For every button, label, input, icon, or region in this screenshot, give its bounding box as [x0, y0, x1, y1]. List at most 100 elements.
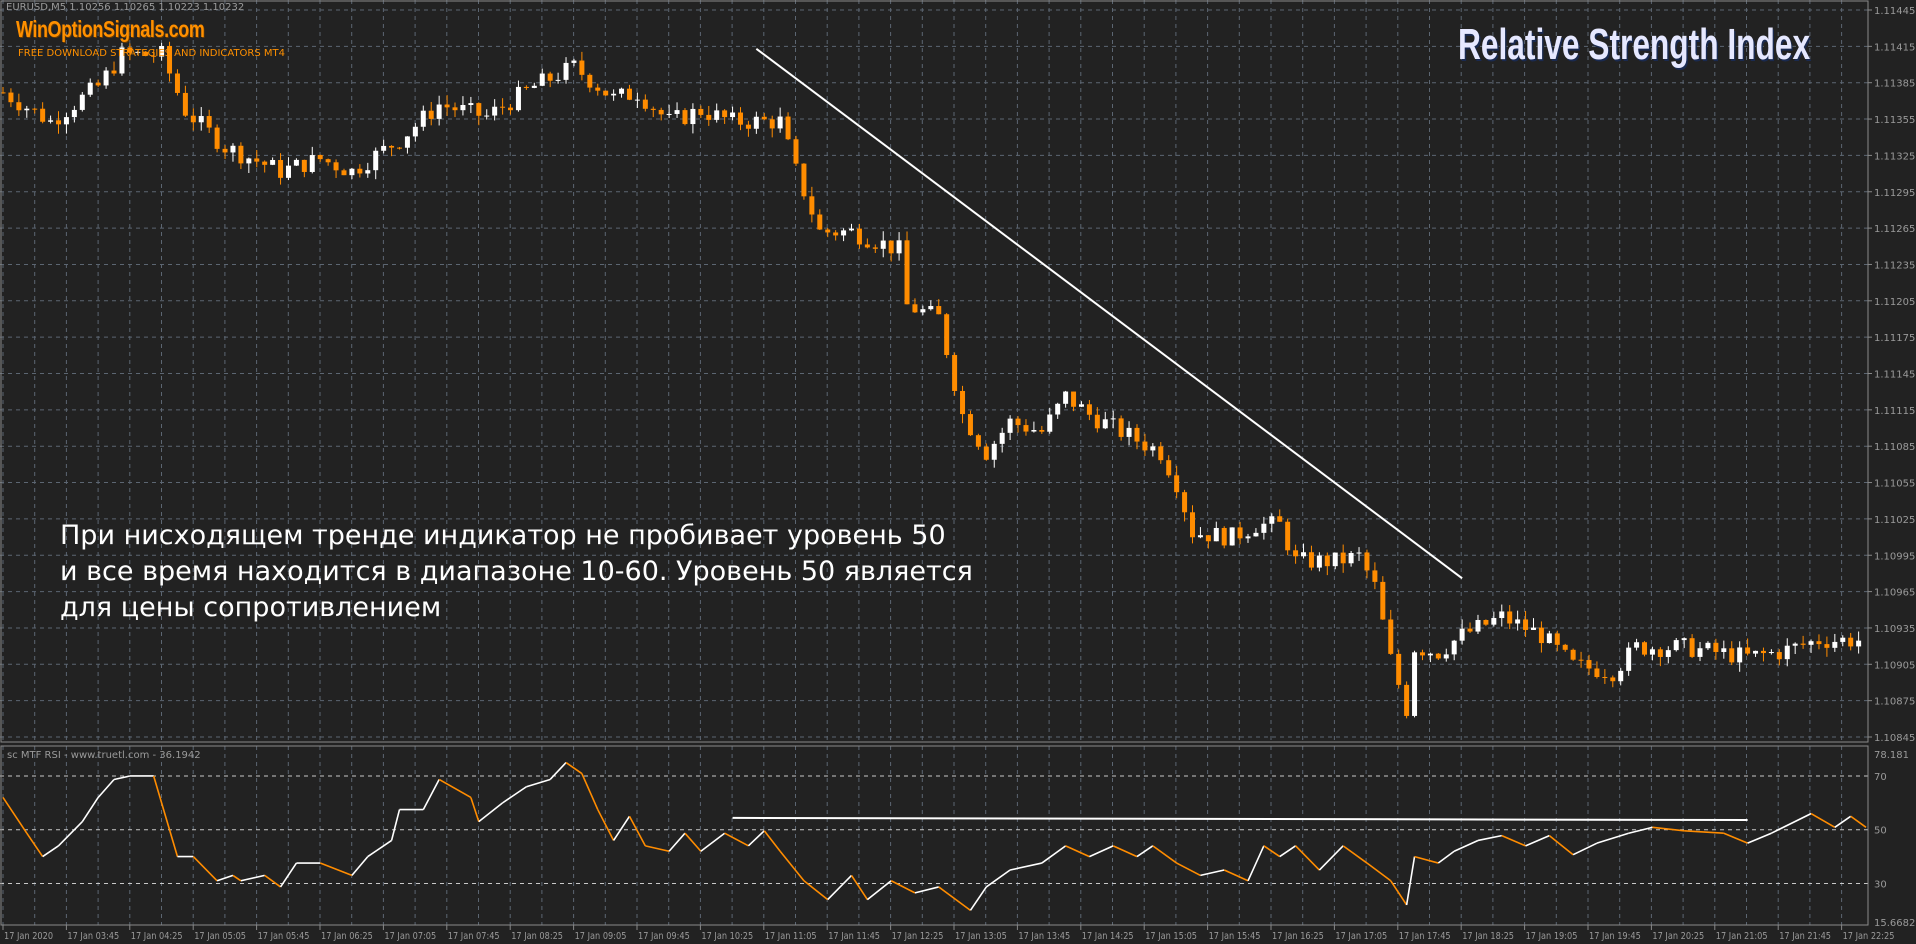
rsi-segment [1572, 842, 1598, 856]
bear-candle [111, 70, 117, 74]
rsi-segment [938, 886, 971, 911]
time-tick-label: 17 Jan 15:45 [1209, 931, 1261, 942]
bull-candle [690, 108, 696, 125]
bull-candle [619, 88, 625, 94]
bear-candle [825, 229, 831, 233]
rsi-segment [985, 869, 1011, 888]
bear-candle [523, 86, 529, 88]
bull-candle [71, 109, 77, 118]
bull-candle [63, 117, 69, 125]
bull-candle [1649, 649, 1655, 655]
bull-candle [1427, 653, 1433, 656]
rsi-segment [97, 778, 115, 799]
bear-candle [262, 161, 268, 165]
bull-candle [666, 113, 672, 115]
bear-candle [817, 214, 823, 230]
time-tick-label: 17 Jan 13:45 [1018, 931, 1070, 942]
bear-candle [1324, 555, 1330, 567]
rsi-segment [581, 773, 599, 810]
bull-candle [1229, 527, 1235, 546]
rsi-segment [1136, 845, 1154, 858]
bull-candle [1784, 645, 1790, 660]
price-tick-label: 1.11025 [1874, 515, 1915, 526]
bear-candle [127, 47, 133, 53]
bull-candle [1634, 642, 1640, 648]
bear-candle [333, 162, 339, 171]
bull-candle [1546, 633, 1552, 644]
rsi-tick-label: 70 [1874, 772, 1887, 783]
bear-candle [1419, 652, 1425, 656]
price-trendline [755, 47, 1463, 580]
bull-candle [1197, 535, 1203, 538]
rsi-segment [1200, 869, 1225, 877]
bear-candle [1364, 552, 1370, 571]
bear-candle [785, 116, 791, 140]
bull-candle [1737, 647, 1743, 663]
rsi-trendline [732, 816, 1748, 822]
bull-candle [991, 443, 997, 460]
bull-candle [119, 47, 125, 74]
rsi-segment [827, 874, 853, 901]
bull-candle [1753, 650, 1759, 654]
bull-candle [531, 85, 537, 88]
rsi-segment [597, 809, 615, 841]
rsi-tick-label: 15.6682 [1874, 918, 1915, 929]
bull-candle [1768, 652, 1774, 654]
time-tick-label: 17 Jan 20:25 [1652, 931, 1704, 942]
bear-candle [1657, 649, 1663, 657]
rsi-segment [113, 775, 131, 781]
bear-candle [864, 244, 870, 248]
bear-candle [682, 110, 688, 125]
bear-candle [254, 158, 260, 162]
bear-candle [95, 82, 101, 86]
bear-candle [325, 159, 331, 163]
bear-candle [182, 92, 188, 116]
rsi-segment [422, 779, 440, 810]
bull-candle [1443, 654, 1449, 659]
time-tick-label: 17 Jan 10:25 [701, 931, 753, 942]
rsi-segment [1176, 862, 1201, 877]
bull-candle [1102, 419, 1108, 429]
bear-candle [1396, 653, 1402, 685]
rsi-segment [1596, 832, 1629, 844]
bull-candle [920, 309, 926, 313]
rsi-segment [914, 886, 939, 894]
bear-candle [428, 110, 434, 119]
bull-candle [87, 82, 93, 95]
bull-candle [79, 94, 85, 110]
bull-candle [1499, 611, 1505, 619]
bull-candle [198, 116, 204, 123]
rsi-segment [192, 856, 218, 882]
bear-candle [397, 147, 402, 149]
bear-candle [1594, 668, 1600, 677]
bull-candle [999, 432, 1005, 444]
rsi-segment [1247, 845, 1265, 882]
bull-candle [880, 240, 886, 249]
time-tick-label: 17 Jan 17:45 [1399, 931, 1451, 942]
bull-candle [293, 159, 299, 166]
bear-candle [1285, 521, 1291, 551]
bear-candle [174, 73, 180, 93]
bear-candle [1237, 527, 1243, 539]
time-tick-label: 17 Jan 15:05 [1145, 931, 1197, 942]
rsi-segment [969, 886, 987, 911]
rsi-segment [628, 815, 647, 847]
bear-candle [650, 108, 656, 110]
bear-candle [595, 87, 601, 91]
trendlines[interactable] [732, 47, 1748, 822]
bull-candle [1110, 418, 1116, 420]
time-tick-label: 17 Jan 07:45 [448, 931, 500, 942]
rsi-segment [684, 832, 702, 852]
bear-candle [967, 414, 973, 436]
annotation-text: При нисходящем тренде индикатор не проби… [60, 518, 973, 626]
price-tick-label: 1.11085 [1874, 442, 1915, 453]
rsi-segment [526, 778, 551, 788]
bull-candle [365, 170, 371, 174]
rsi-segment [747, 830, 765, 847]
rsi-segment [1152, 845, 1178, 864]
bear-candle [904, 240, 910, 305]
bear-candle [341, 170, 347, 176]
bull-candle [309, 155, 315, 172]
